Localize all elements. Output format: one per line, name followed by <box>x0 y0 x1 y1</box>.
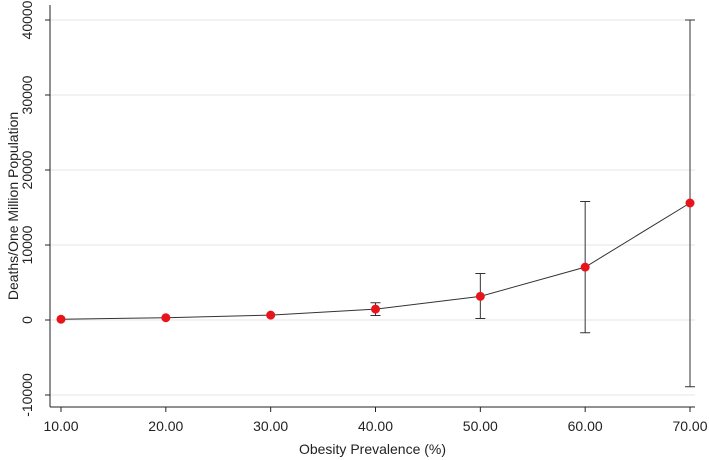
y-axis-ticks: -10000 0 10000 20000 30000 40000 <box>19 0 50 417</box>
x-tick-label: 50.00 <box>463 418 498 434</box>
data-points <box>56 198 695 324</box>
x-tick-label: 30.00 <box>253 418 288 434</box>
y-tick-label: 10000 <box>19 225 35 264</box>
data-point <box>266 310 276 320</box>
x-tick-label: 20.00 <box>148 418 183 434</box>
data-point <box>56 314 66 324</box>
x-tick-label: 10.00 <box>43 418 78 434</box>
data-point <box>371 304 380 314</box>
y-axis-label: Deaths/One Million Population <box>5 112 21 300</box>
data-point <box>580 262 590 272</box>
y-tick-label: 30000 <box>19 75 35 114</box>
series-line <box>60 202 691 320</box>
grid-lines <box>50 19 695 396</box>
data-point <box>161 313 171 323</box>
x-axis-ticks: 10.00 20.00 30.00 40.00 50.00 60.00 70.00 <box>43 407 708 434</box>
y-tick-label: -10000 <box>19 373 35 417</box>
x-tick-label: 60.00 <box>568 418 603 434</box>
data-point <box>475 291 485 301</box>
y-tick-label: 0 <box>19 316 35 324</box>
x-tick-label: 40.00 <box>358 418 393 434</box>
data-point <box>685 198 695 208</box>
x-axis-label: Obesity Prevalence (%) <box>299 441 446 457</box>
y-tick-label: 40000 <box>19 0 35 39</box>
error-bars <box>370 19 695 388</box>
y-tick-label: 20000 <box>19 150 35 189</box>
x-tick-label: 70.00 <box>672 418 707 434</box>
